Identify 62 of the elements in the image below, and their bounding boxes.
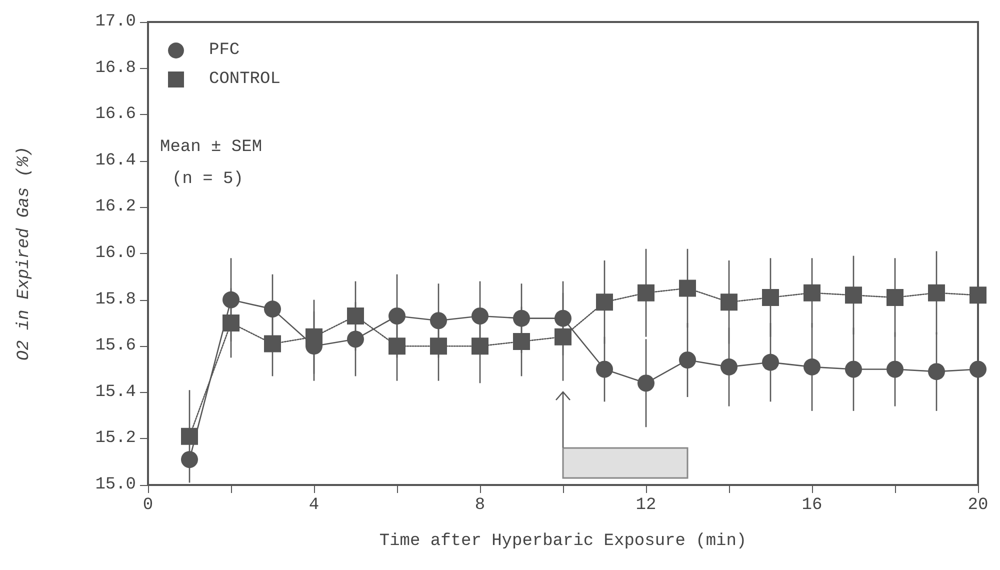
point <box>347 308 364 325</box>
legend-label: CONTROL <box>209 70 280 89</box>
point <box>845 286 862 304</box>
y-tick-label: 15.4 <box>95 382 136 402</box>
y-tick-label: 15.2 <box>95 429 136 448</box>
x-tick-label: 0 <box>142 496 154 515</box>
y-tick-label: 16.2 <box>95 198 136 217</box>
point <box>720 294 738 311</box>
point <box>845 360 862 378</box>
point <box>928 363 945 380</box>
x-axis-title: Time after Hyperbaric Exposure (min) <box>379 532 747 551</box>
point <box>679 351 696 368</box>
point <box>388 308 406 324</box>
point <box>513 310 530 327</box>
point <box>970 360 986 378</box>
point <box>596 360 613 378</box>
x-tick-label: 12 <box>636 496 656 515</box>
y-tick-label: 15.8 <box>95 290 136 310</box>
point <box>804 284 820 302</box>
x-tick-label: 4 <box>308 496 320 515</box>
y-tick-label: 16.4 <box>95 151 136 170</box>
point <box>804 358 820 376</box>
point <box>513 332 530 350</box>
point <box>472 338 488 355</box>
point <box>679 280 696 297</box>
point <box>181 451 198 468</box>
point <box>264 300 281 318</box>
point <box>554 328 572 346</box>
annotation: (n = 5) <box>172 170 244 189</box>
point <box>306 328 322 346</box>
y-tick-label: 16.8 <box>95 58 136 78</box>
point <box>388 338 406 355</box>
point <box>554 310 572 327</box>
point <box>762 288 779 306</box>
point <box>596 294 613 311</box>
x-tick-label: 16 <box>802 496 822 515</box>
point <box>970 286 986 304</box>
y-tick-label: 16.0 <box>95 244 136 263</box>
point <box>430 338 447 355</box>
point <box>886 360 904 378</box>
y-tick-label: 15.6 <box>95 336 136 356</box>
legend-label: PFC <box>209 41 240 60</box>
point <box>222 291 240 308</box>
point <box>720 358 738 376</box>
point <box>264 335 281 352</box>
point <box>928 284 945 302</box>
point <box>638 374 654 392</box>
point <box>430 312 447 330</box>
point <box>762 354 779 371</box>
y-tick-label: 16.6 <box>95 105 136 124</box>
y-axis-title: O2 in Expired Gas (%) <box>15 146 34 361</box>
point <box>181 428 198 445</box>
x-tick-label: 20 <box>968 496 988 515</box>
y-tick-label: 15.0 <box>95 476 136 494</box>
point <box>222 314 240 332</box>
annotation: Mean ± SEM <box>160 138 262 157</box>
point <box>886 288 904 306</box>
point <box>347 330 364 348</box>
point <box>638 284 654 302</box>
y-tick-label: 17.0 <box>95 12 136 32</box>
point <box>472 308 488 324</box>
x-tick-label: 8 <box>474 496 486 515</box>
